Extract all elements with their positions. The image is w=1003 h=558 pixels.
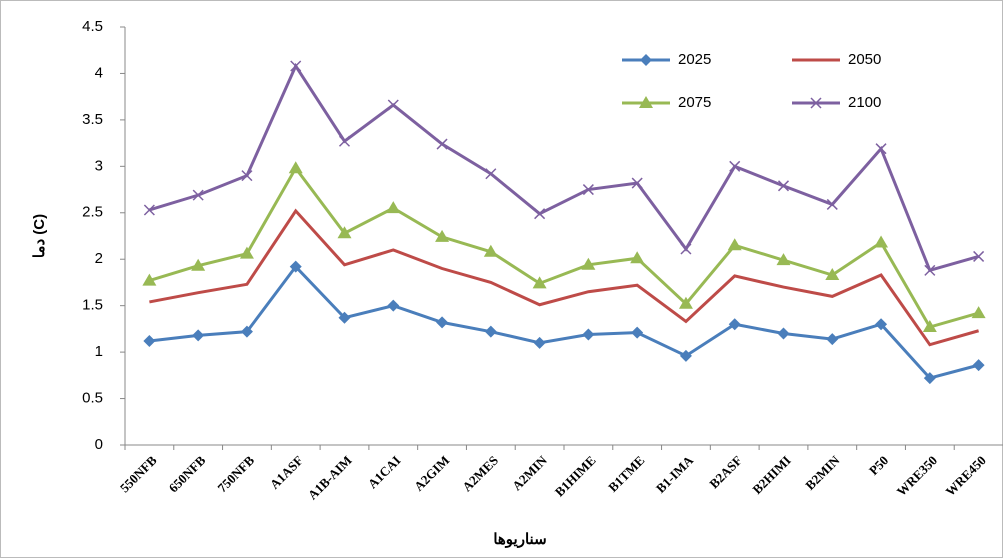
point [776,253,791,266]
point [679,349,692,362]
point [972,359,985,372]
y-tick-label: 3 [95,157,103,174]
x-tick-label: B1-IMA [653,452,697,496]
x-tick-label: A2MIN [509,452,550,493]
x-axis-label: سناريوها [493,531,546,548]
point [825,268,840,281]
y-tick-label: 4.5 [82,18,103,35]
point [874,235,889,248]
point [727,238,742,251]
point [826,198,838,210]
y-tick-label: 3.5 [82,111,103,128]
legend-label: 2100 [848,94,881,111]
point [436,138,448,150]
point [289,260,302,273]
point [680,243,692,255]
series-line [149,208,980,347]
point [338,311,351,324]
point [241,170,253,182]
y-tick-label: 2.5 [82,204,103,221]
point [532,276,547,289]
point [777,180,790,192]
y-tick-label: 4 [95,64,103,81]
point [534,208,546,220]
legend-label: 2025 [678,51,711,68]
point [484,325,497,338]
y-tick-label: 1 [95,343,103,360]
point [387,299,400,312]
point [582,328,595,341]
point [337,226,352,239]
series-line [148,165,980,329]
point [240,325,253,338]
point [338,135,351,147]
point [640,54,652,66]
point [142,273,157,286]
point [143,334,156,347]
x-tick-label: WRE350 [894,453,940,499]
x-tick-label: A1CAI [365,453,404,492]
point [729,160,741,172]
point [483,244,498,257]
point [971,306,986,319]
point [290,60,302,72]
series-line [148,62,980,273]
point [639,96,653,108]
point [777,327,790,340]
point [436,316,449,329]
x-tick-label: B2HIMI [749,453,793,497]
x-tick-label: WRE450 [942,453,988,499]
point [631,177,643,189]
x-tick-label: B2MIN [802,452,843,493]
point [581,257,596,270]
point [924,264,936,276]
point [875,318,888,331]
series-line [149,264,979,380]
point [288,161,303,174]
point [192,189,204,201]
y-tick-label: 0 [95,436,103,453]
point [192,329,205,342]
point [631,326,644,339]
x-tick-label: 550NFB [117,452,160,495]
x-tick-label: A2MES [459,453,501,495]
point [875,143,887,155]
point [239,246,254,259]
point [582,184,594,196]
point [728,318,741,331]
y-axis-label: دما (C) [31,214,48,258]
legend-label: 2050 [848,51,881,68]
point [973,250,985,262]
point [678,296,693,309]
x-tick-label: 750NFB [214,452,257,495]
point [143,204,155,216]
x-tick-label: A1B-AIM [305,453,355,503]
point [922,320,937,333]
point [630,251,645,264]
x-tick-label: 650NFB [166,452,209,495]
x-tick-label: P50 [866,453,891,478]
point [826,333,839,346]
y-tick-label: 2 [95,250,103,267]
y-tick-label: 1.5 [82,297,103,314]
x-tick-label: B2ASF [706,453,745,492]
x-tick-label: B1TME [605,453,647,495]
y-tick-label: 0.5 [82,390,103,407]
x-tick-label: A2GIM [411,453,452,494]
point [533,336,546,349]
x-tick-label: A1ASF [267,453,306,492]
point [923,372,936,385]
x-tick-label: B1HIME [552,453,599,500]
point [191,258,206,271]
point [387,99,399,111]
point [810,97,822,109]
point [386,201,401,214]
point [485,168,497,180]
legend-label: 2075 [678,94,711,111]
point [435,229,450,242]
